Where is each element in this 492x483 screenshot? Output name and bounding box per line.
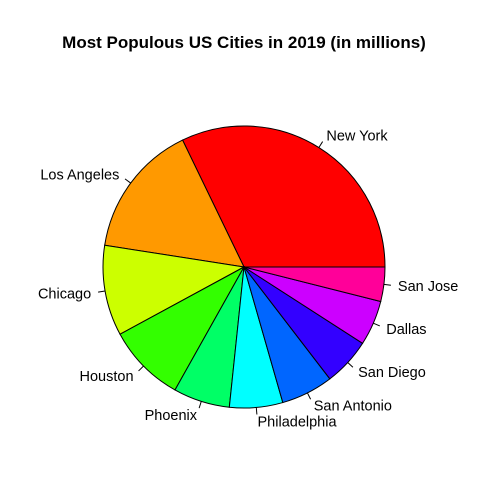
slice-label-san-diego: San Diego [358, 365, 426, 381]
pie-slice-new-york [181, 125, 386, 268]
slice-label-san-jose: San Jose [398, 279, 458, 295]
pie-slice-houston [119, 265, 246, 391]
slice-label-houston: Houston [80, 369, 134, 385]
tick-los-angeles [124, 178, 131, 184]
tick-dallas [373, 322, 380, 327]
chart-title: Most Populous US Cities in 2019 (in mill… [62, 33, 426, 52]
tick-phoenix [198, 401, 202, 409]
slice-label-new-york: New York [326, 129, 388, 145]
slice-label-los-angeles: Los Angeles [40, 168, 119, 184]
slice-labels: New York Los Angeles Chicago Houston Phoenix… [38, 129, 458, 431]
slice-label-dallas: Dallas [386, 322, 426, 338]
tick-philadelphia [255, 407, 258, 415]
slice-label-phoenix: Phoenix [145, 408, 198, 424]
tick-san-jose [383, 283, 391, 286]
slice-label-san-antonio: San Antonio [314, 399, 392, 415]
slice-label-philadelphia: Philadelphia [258, 415, 338, 431]
tick-san-antonio [306, 392, 312, 400]
tick-san-diego [347, 362, 354, 368]
tick-houston [138, 365, 144, 372]
tick-new-york [318, 141, 324, 148]
slice-label-chicago: Chicago [38, 286, 91, 302]
label-ticks [98, 141, 391, 415]
pie-slices [102, 125, 386, 409]
tick-chicago [98, 290, 106, 293]
